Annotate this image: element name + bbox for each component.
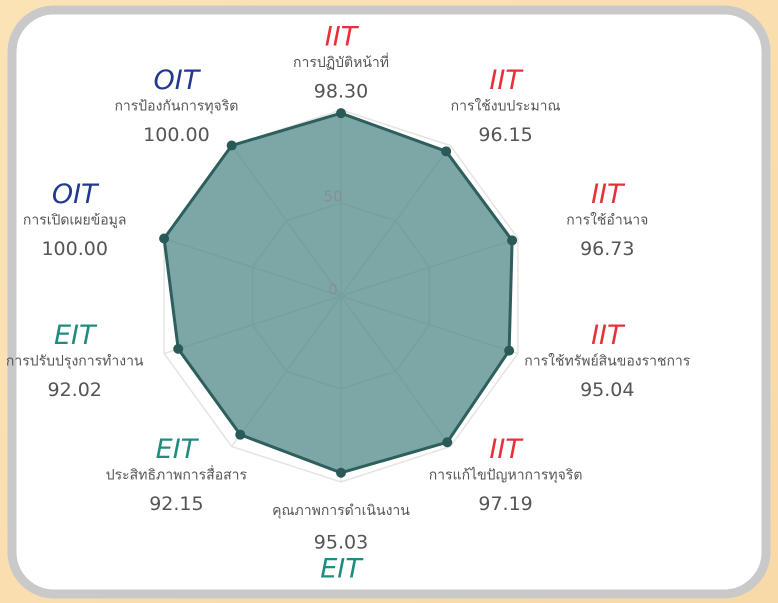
category-label: การใช้อำนาจ	[566, 212, 648, 229]
group-tag: IIT	[489, 65, 524, 96]
point	[159, 233, 170, 244]
r-tick-label: 50	[323, 188, 342, 206]
point	[441, 146, 452, 157]
category-label: การปรับปรุงการทำงาน	[6, 353, 144, 369]
group-tag: IIT	[489, 434, 524, 465]
group-tag: OIT	[154, 65, 202, 96]
point	[504, 345, 515, 356]
group-tag: OIT	[52, 179, 100, 210]
category-label: ประสิทธิภาพการสื่อสาร	[106, 465, 248, 483]
category-label: การใช้งบประมาณ	[451, 98, 561, 115]
category-label: การปฏิบัติหน้าที่	[293, 53, 389, 71]
value-label: 98.30	[314, 81, 368, 103]
group-tag: EIT	[54, 320, 98, 351]
group-tag: IIT	[591, 179, 626, 210]
point	[336, 108, 346, 119]
point	[442, 437, 453, 448]
point	[173, 343, 184, 354]
value-label: 97.19	[478, 493, 532, 515]
point	[507, 235, 518, 246]
value-label: 92.02	[48, 379, 102, 401]
value-label: 95.04	[580, 379, 634, 401]
point	[226, 140, 237, 151]
value-label: 100.00	[143, 124, 209, 146]
category-label: การเปิดเผยข้อมูล	[23, 213, 127, 229]
value-label: 92.15	[149, 493, 203, 515]
group-tag: IIT	[325, 22, 360, 53]
group-tag: EIT	[320, 554, 364, 585]
value-label: 96.73	[580, 238, 634, 260]
category-label: คุณภาพการดำเนินงาน	[272, 503, 410, 519]
value-label: 96.15	[478, 124, 532, 146]
point	[235, 429, 246, 440]
value-label: 100.00	[41, 238, 107, 260]
point	[336, 467, 346, 478]
group-tag: EIT	[156, 434, 200, 465]
value-label: 95.03	[314, 532, 368, 554]
category-label: การแก้ไขปัญหาการทุจริต	[429, 466, 583, 483]
group-tag: IIT	[591, 320, 626, 351]
r-tick-label: 0	[328, 281, 338, 299]
category-label: การใช้ทรัพย์สินของราชการ	[524, 352, 691, 369]
category-label: การป้องกันการทุจริต	[114, 99, 238, 115]
